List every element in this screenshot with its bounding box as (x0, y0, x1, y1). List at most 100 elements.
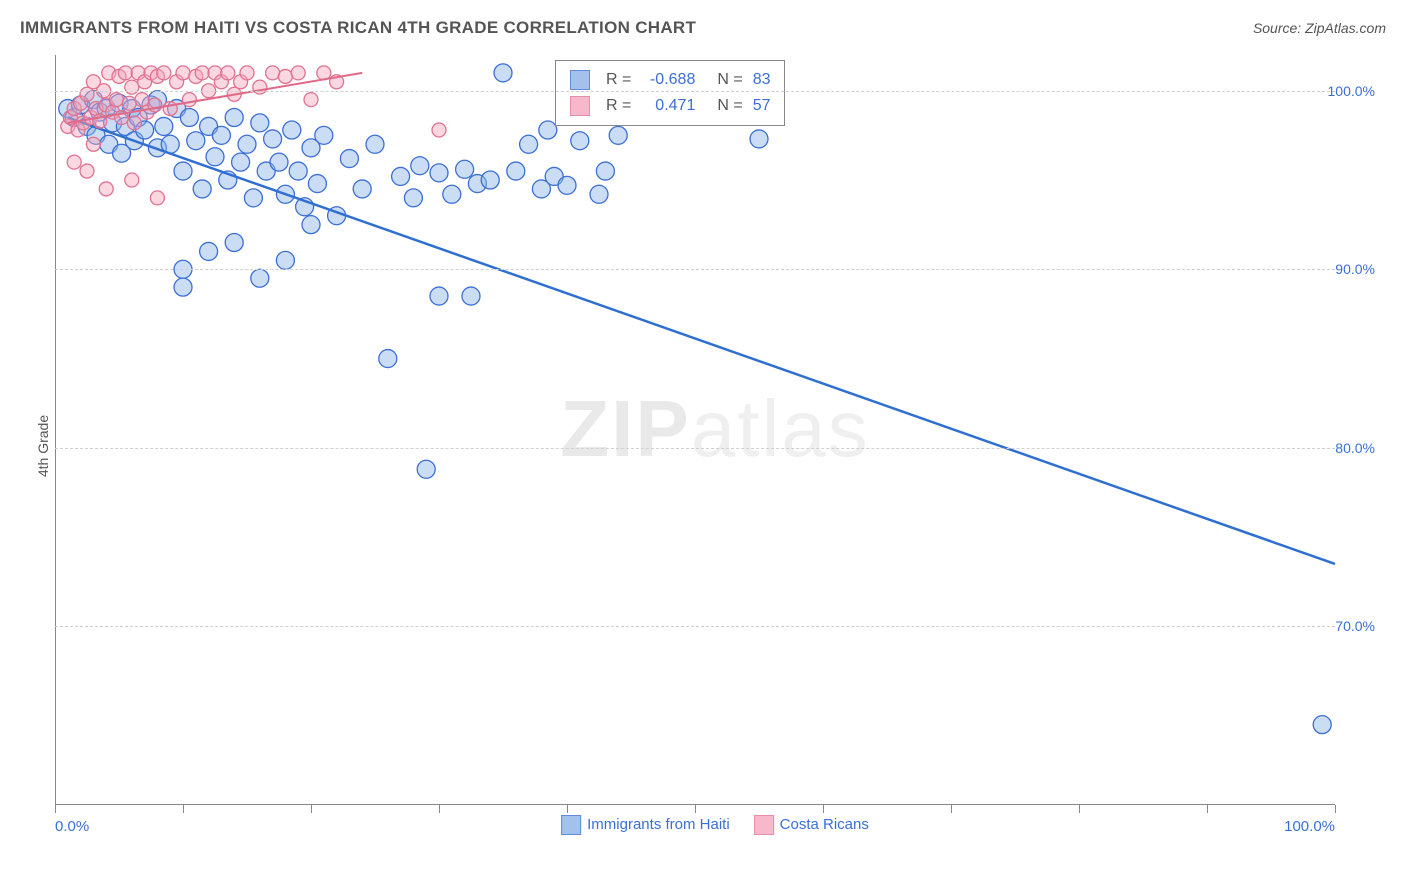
data-point (125, 80, 139, 94)
x-tick-mark (183, 805, 184, 813)
grid-line (55, 91, 1335, 92)
data-point (291, 66, 305, 80)
grid-line (55, 626, 1335, 627)
data-point (558, 176, 576, 194)
data-point (176, 66, 190, 80)
x-tick-mark (567, 805, 568, 813)
data-point (430, 287, 448, 305)
pink-swatch-icon (570, 96, 590, 116)
data-point (86, 137, 100, 151)
chart-area: ZIPatlas R =-0.688 N =83 R =0.471 N =57 … (55, 55, 1375, 835)
x-tick-mark (439, 805, 440, 813)
x-axis-max-label: 100.0% (1284, 818, 1335, 835)
stats-row-blue: R =-0.688 N =83 (570, 67, 770, 93)
grid-line (55, 269, 1335, 270)
data-point (155, 117, 173, 135)
data-point (225, 234, 243, 252)
data-point (80, 164, 94, 178)
data-point (244, 189, 262, 207)
x-tick-mark (951, 805, 952, 813)
data-point (127, 116, 141, 130)
data-point (283, 121, 301, 139)
data-point (590, 185, 608, 203)
data-point (379, 350, 397, 368)
data-point (340, 150, 358, 168)
x-tick-mark (823, 805, 824, 813)
data-point (308, 175, 326, 193)
data-point (109, 93, 123, 107)
data-point (417, 460, 435, 478)
data-point (195, 66, 209, 80)
data-point (411, 157, 429, 175)
data-point (264, 130, 282, 148)
scatter-plot (55, 55, 1375, 835)
y-tick-label: 90.0% (1335, 261, 1375, 277)
data-point (289, 162, 307, 180)
data-point (507, 162, 525, 180)
data-point (304, 93, 318, 107)
grid-line (55, 448, 1335, 449)
data-point (571, 132, 589, 150)
data-point (174, 162, 192, 180)
data-point (99, 182, 113, 196)
data-point (232, 153, 250, 171)
data-point (80, 87, 94, 101)
data-point (270, 153, 288, 171)
data-point (520, 135, 538, 153)
pink-swatch-icon (754, 815, 774, 835)
data-point (432, 123, 446, 137)
y-tick-label: 80.0% (1335, 440, 1375, 456)
data-point (200, 242, 218, 260)
data-point (122, 96, 136, 110)
data-point (67, 155, 81, 169)
data-point (251, 269, 269, 287)
data-point (150, 191, 164, 205)
data-point (278, 69, 292, 83)
data-point (404, 189, 422, 207)
data-point (494, 64, 512, 82)
data-point (315, 126, 333, 144)
data-point (276, 251, 294, 269)
data-point (125, 173, 139, 187)
data-point (1313, 716, 1331, 734)
data-point (750, 130, 768, 148)
data-point (392, 167, 410, 185)
data-point (266, 66, 280, 80)
data-point (225, 109, 243, 127)
data-point (221, 66, 235, 80)
data-point (240, 66, 254, 80)
data-point (462, 287, 480, 305)
x-axis-min-label: 0.0% (55, 818, 89, 835)
x-tick-mark (695, 805, 696, 813)
data-point (456, 160, 474, 178)
data-point (609, 126, 627, 144)
chart-title: IMMIGRANTS FROM HAITI VS COSTA RICAN 4TH… (20, 18, 696, 38)
data-point (251, 114, 269, 132)
y-tick-label: 100.0% (1328, 83, 1375, 99)
x-tick-mark (1079, 805, 1080, 813)
data-point (366, 135, 384, 153)
data-point (157, 66, 171, 80)
data-point (206, 148, 224, 166)
data-point (212, 126, 230, 144)
data-point (353, 180, 371, 198)
y-tick-label: 70.0% (1335, 618, 1375, 634)
blue-swatch-icon (570, 70, 590, 90)
data-point (187, 132, 205, 150)
legend-item-blue: Immigrants from Haiti (561, 815, 730, 835)
x-tick-mark (55, 805, 56, 813)
trend-line (68, 118, 1335, 564)
stats-row-pink: R =0.471 N =57 (570, 93, 770, 119)
data-point (180, 109, 198, 127)
data-point (443, 185, 461, 203)
x-tick-mark (311, 805, 312, 813)
bottom-legend: Immigrants from Haiti Costa Ricans (561, 815, 869, 835)
data-point (481, 171, 499, 189)
data-point (193, 180, 211, 198)
y-axis-label: 4th Grade (35, 415, 51, 477)
chart-source: Source: ZipAtlas.com (1253, 20, 1386, 36)
stats-legend: R =-0.688 N =83 R =0.471 N =57 (555, 60, 785, 126)
data-point (430, 164, 448, 182)
x-tick-mark (1335, 805, 1336, 813)
data-point (238, 135, 256, 153)
